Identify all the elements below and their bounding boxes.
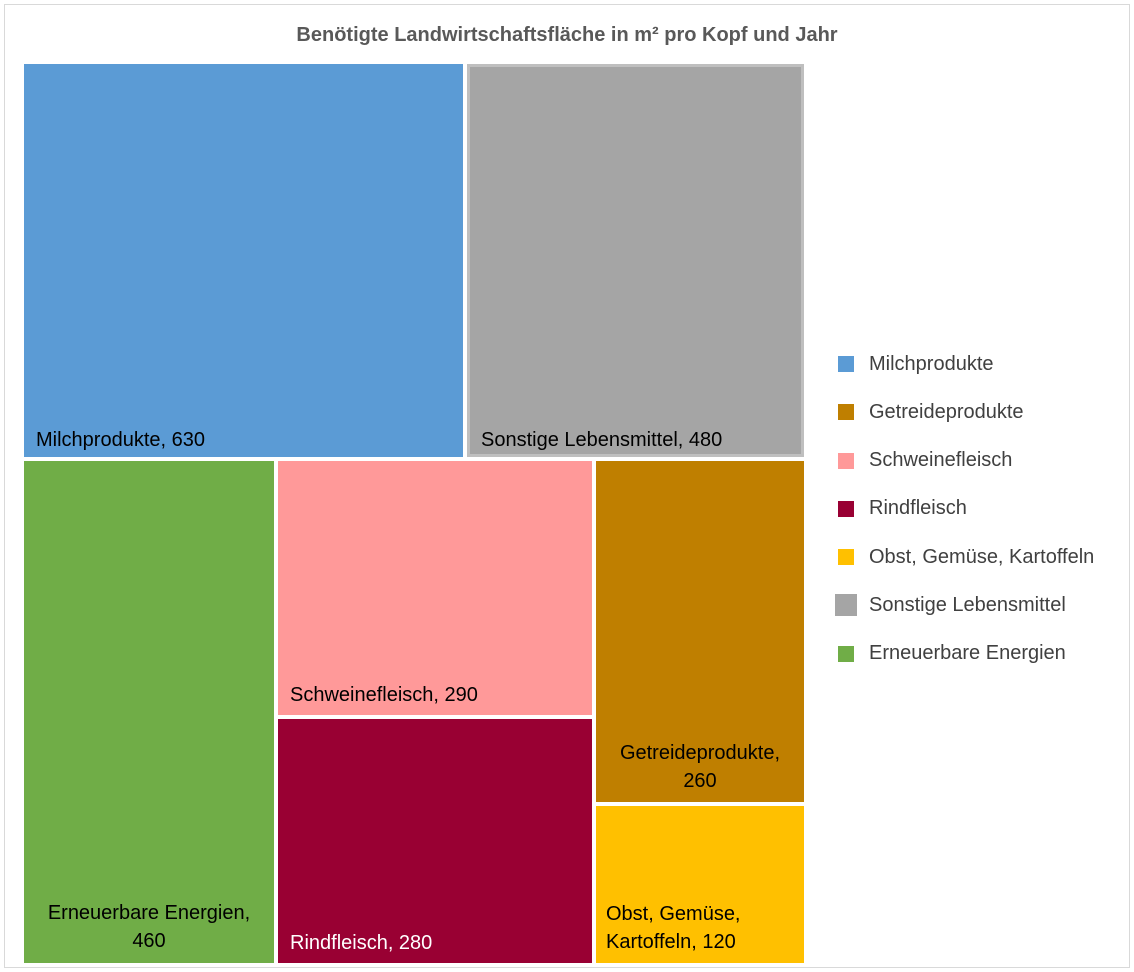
data-label: Erneuerbare Energien, 460 xyxy=(47,902,251,952)
legend-item: Erneuerbare Energien xyxy=(838,642,1128,666)
legend-item: Schweinefleisch xyxy=(838,449,1128,473)
legend-item: Obst, Gemüse, Kartoffeln xyxy=(838,545,1128,569)
chart-frame xyxy=(4,4,1130,968)
legend-label: Schweinefleisch xyxy=(869,449,1013,472)
legend-label: Obst, Gemüse, Kartoffeln xyxy=(869,545,1095,568)
legend-label: Erneuerbare Energien xyxy=(869,642,1066,665)
treemap-tile-sonstige-lebensmittel: Sonstige Lebensmittel, 480 xyxy=(465,62,806,459)
data-label: Sonstige Lebensmittel, 480 xyxy=(481,429,723,451)
data-label: Rindfleisch, 280 xyxy=(290,932,433,954)
treemap-tile-obst-gemüse-kartoffeln: Obst, Gemüse, Kartoffeln, 120 xyxy=(594,804,806,965)
legend-item: Milchprodukte xyxy=(838,352,1128,376)
legend-item: Sonstige Lebensmittel xyxy=(835,593,1128,617)
treemap-tile-getreideprodukte: Getreideprodukte, 260 xyxy=(594,459,806,804)
legend-item: Getreideprodukte xyxy=(838,400,1128,424)
treemap-tile-schweinefleisch: Schweinefleisch, 290 xyxy=(276,459,594,717)
legend-swatch xyxy=(838,404,854,421)
legend-label: Rindfleisch xyxy=(869,497,967,520)
legend-label: Milchprodukte xyxy=(869,352,994,375)
data-label: Obst, Gemüse, Kartoffeln, 120 xyxy=(606,903,741,953)
data-label: Getreideprodukte, 260 xyxy=(619,742,781,792)
legend-swatch xyxy=(838,452,854,469)
legend-swatch xyxy=(838,356,854,372)
legend-swatch xyxy=(838,500,854,517)
data-label: Milchprodukte, 630 xyxy=(36,429,205,451)
legend-label: Getreideprodukte xyxy=(869,400,1024,423)
chart-title: Benötigte Landwirtschaftsfläche in m² pr… xyxy=(296,24,838,46)
legend-item: Rindfleisch xyxy=(838,497,1128,521)
legend-swatch xyxy=(838,645,854,662)
legend-swatch xyxy=(835,594,857,617)
treemap-tile-erneuerbare-energien: Erneuerbare Energien, 460 xyxy=(22,459,276,965)
legend-swatch xyxy=(838,549,854,566)
treemap-tile-rindfleisch: Rindfleisch, 280 xyxy=(276,717,594,965)
data-label: Schweinefleisch, 290 xyxy=(290,684,478,706)
chart-legend: Milchprodukte Getreideprodukte Schweinefle… xyxy=(835,352,1128,690)
treemap-tile-milchprodukte: Milchprodukte, 630 xyxy=(22,62,465,459)
legend-label: Sonstige Lebensmittel xyxy=(869,593,1066,616)
